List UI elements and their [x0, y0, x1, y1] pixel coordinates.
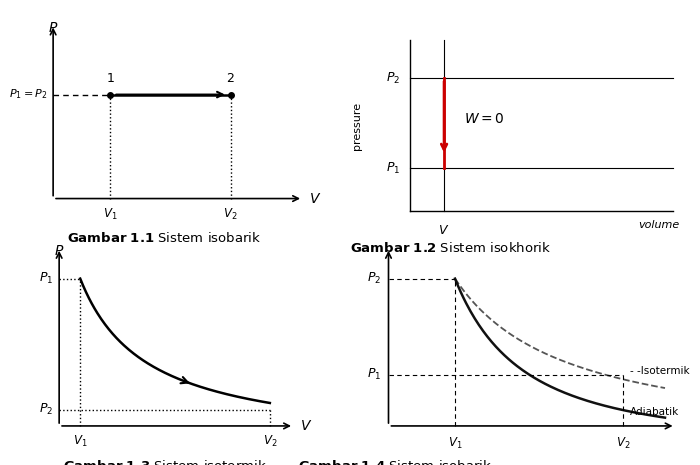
Text: $V$: $V$ [438, 224, 449, 237]
Text: $V_1$: $V_1$ [73, 434, 88, 449]
Text: $P_2$: $P_2$ [39, 402, 53, 417]
Text: $\mathbf{Gambar\ 1.2}$ Sistem isokhorik: $\mathbf{Gambar\ 1.2}$ Sistem isokhorik [350, 241, 551, 255]
Text: $P_1$: $P_1$ [368, 367, 382, 382]
Text: $\mathbf{Gambar\ 1.3}$ Sistem isotermik: $\mathbf{Gambar\ 1.3}$ Sistem isotermik [62, 458, 267, 465]
Text: $P_1 = P_2$: $P_1 = P_2$ [8, 88, 47, 101]
Text: pressure: pressure [351, 101, 362, 150]
Text: volume: volume [638, 220, 679, 230]
Text: $P_1$: $P_1$ [386, 161, 400, 176]
Text: $P$: $P$ [48, 20, 58, 34]
Text: $V_1$: $V_1$ [448, 436, 462, 451]
Text: $P_1$: $P_1$ [39, 271, 53, 286]
Text: $\mathbf{Gambar\ 1.4}$ Sistem isobarik: $\mathbf{Gambar\ 1.4}$ Sistem isobarik [298, 458, 493, 465]
Text: $1$: $1$ [106, 72, 115, 85]
Text: $\mathbf{Gambar\ 1.1}$ Sistem isobarik: $\mathbf{Gambar\ 1.1}$ Sistem isobarik [67, 231, 262, 245]
Text: Adiabatik: Adiabatik [630, 407, 679, 417]
Text: $P_2$: $P_2$ [368, 271, 382, 286]
Text: $W = 0$: $W = 0$ [464, 112, 505, 126]
Text: $P$: $P$ [54, 244, 64, 258]
Text: $V_2$: $V_2$ [223, 206, 238, 222]
Text: $V$: $V$ [309, 192, 321, 206]
Text: $P_2$: $P_2$ [386, 71, 400, 86]
Text: $V_1$: $V_1$ [103, 206, 118, 222]
Text: $V_2$: $V_2$ [262, 434, 277, 449]
Text: $V_2$: $V_2$ [616, 436, 630, 451]
Text: $V$: $V$ [300, 419, 312, 433]
Text: - -Isotermik: - -Isotermik [630, 366, 690, 376]
Text: $2$: $2$ [226, 72, 235, 85]
